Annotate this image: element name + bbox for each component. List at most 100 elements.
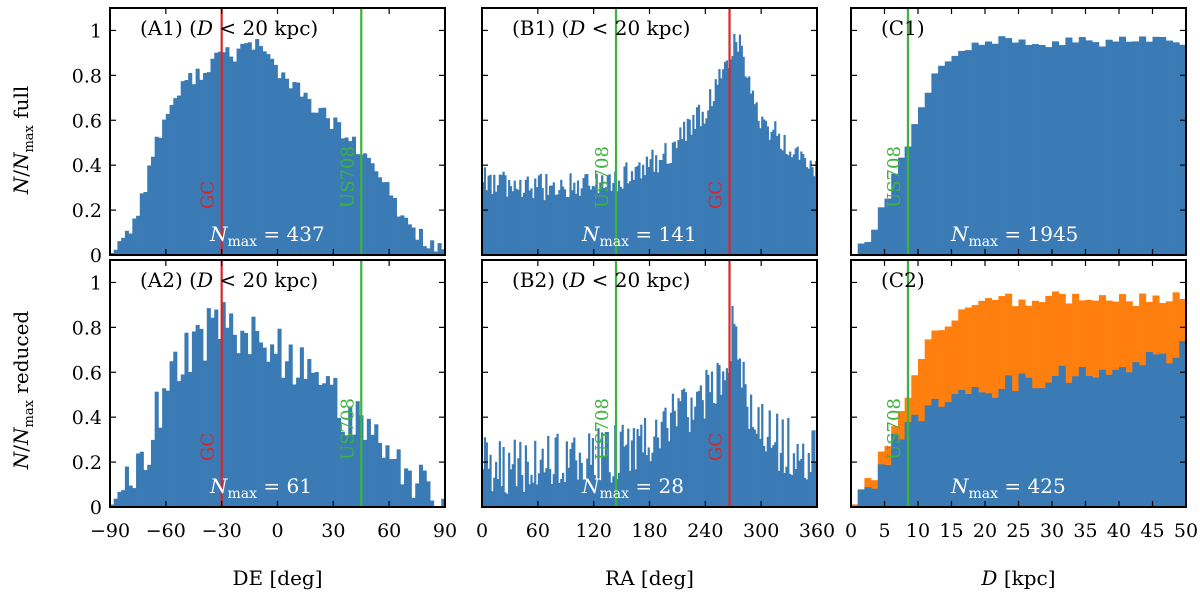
bar-full bbox=[563, 189, 567, 255]
bar-reduced bbox=[580, 462, 583, 507]
bar-full bbox=[809, 160, 812, 255]
bar-reduced bbox=[543, 472, 546, 507]
bar-full bbox=[645, 156, 648, 255]
x-tick-label: 15 bbox=[939, 520, 963, 542]
bar-full bbox=[709, 89, 712, 255]
bar-reduced bbox=[385, 445, 390, 507]
bar-reduced bbox=[710, 371, 714, 507]
bar-full bbox=[509, 186, 513, 255]
bar-reduced bbox=[550, 483, 554, 507]
bar-full bbox=[630, 171, 634, 255]
x-tick-label: 40 bbox=[1107, 520, 1131, 542]
bar-full bbox=[240, 43, 245, 255]
bar-reduced bbox=[225, 327, 230, 507]
panel-a1: GC US708 0 0.2 0.4 0.6 0.8 1 (A1) (D < 20 kpc) Nm… bbox=[72, 7, 446, 267]
bar-reduced bbox=[508, 452, 511, 507]
x-tick-label: −60 bbox=[146, 520, 186, 542]
bar-reduced bbox=[502, 446, 505, 507]
bar-reduced bbox=[794, 469, 797, 507]
x-tick-label: 0 bbox=[271, 520, 283, 542]
bar-reduced bbox=[113, 498, 118, 507]
bar-reduced bbox=[541, 448, 544, 507]
us708-label: US708 bbox=[337, 398, 358, 460]
bar-reduced bbox=[139, 451, 144, 507]
bar-reduced bbox=[781, 419, 784, 507]
bar-full bbox=[656, 172, 660, 255]
bar-full bbox=[1139, 36, 1147, 255]
bar-full bbox=[697, 104, 701, 255]
bar-reduced bbox=[270, 344, 275, 507]
bar-full bbox=[679, 127, 682, 255]
bar-full bbox=[696, 107, 699, 255]
bar-full bbox=[374, 171, 379, 255]
bar-reduced bbox=[692, 419, 695, 507]
bar-full bbox=[541, 188, 544, 255]
bar-full bbox=[619, 186, 622, 255]
bar-full bbox=[1179, 44, 1186, 255]
bar-reduced bbox=[188, 371, 193, 507]
bar-reduced bbox=[563, 482, 567, 507]
bar-reduced bbox=[232, 334, 237, 507]
bar-full bbox=[666, 163, 669, 255]
bar-reduced bbox=[318, 384, 323, 507]
bar-full bbox=[640, 178, 643, 255]
bar-full bbox=[526, 176, 529, 255]
bar-full bbox=[169, 104, 174, 255]
bar-reduced bbox=[610, 482, 613, 507]
bar-reduced bbox=[884, 464, 892, 507]
bar-reduced bbox=[649, 461, 652, 507]
bar-reduced bbox=[392, 458, 397, 507]
bar-reduced bbox=[807, 452, 810, 507]
y-tick-label: 0.2 bbox=[72, 452, 102, 474]
bar-reduced bbox=[537, 473, 541, 507]
bar-reduced bbox=[1172, 357, 1180, 507]
bar-reduced bbox=[121, 490, 126, 507]
x-tick-label: 5 bbox=[878, 520, 890, 542]
bar-reduced bbox=[779, 452, 782, 507]
x-tick-label: 25 bbox=[1006, 520, 1030, 542]
bar-reduced bbox=[787, 417, 790, 507]
bar-reduced bbox=[761, 404, 764, 507]
us708-label: US708 bbox=[592, 398, 613, 460]
bar-reduced bbox=[322, 383, 327, 507]
bar-reduced bbox=[789, 473, 792, 507]
bar-full bbox=[550, 185, 554, 255]
bar-reduced bbox=[1092, 377, 1100, 507]
bar-full bbox=[636, 165, 639, 255]
bar-full bbox=[703, 123, 706, 255]
bar-reduced bbox=[496, 479, 500, 507]
bar-full bbox=[1052, 41, 1060, 255]
bar-full bbox=[489, 174, 492, 255]
bar-reduced bbox=[809, 471, 812, 507]
bar-full bbox=[783, 134, 786, 255]
bar-full bbox=[299, 96, 304, 255]
bar-reduced bbox=[604, 431, 608, 507]
bar-full bbox=[575, 193, 578, 255]
bar-reduced bbox=[128, 485, 133, 507]
ylabel-top: N/Nmax full bbox=[9, 86, 37, 196]
bar-reduced bbox=[273, 353, 278, 507]
bar-reduced bbox=[430, 500, 435, 507]
bar-full bbox=[733, 33, 736, 255]
bar-reduced bbox=[777, 470, 781, 507]
bar-reduced bbox=[552, 474, 555, 507]
bar-full bbox=[225, 47, 230, 255]
bar-reduced bbox=[547, 435, 550, 507]
bar-reduced bbox=[647, 447, 650, 507]
bar-reduced bbox=[404, 468, 409, 507]
bar-reduced bbox=[864, 487, 872, 507]
bar-full bbox=[180, 81, 185, 255]
bar-full bbox=[143, 192, 148, 255]
bar-reduced bbox=[978, 392, 986, 507]
bar-reduced bbox=[333, 378, 338, 507]
bar-full bbox=[392, 197, 397, 255]
bar-reduced bbox=[763, 445, 766, 507]
bar-full bbox=[634, 167, 637, 255]
bar-reduced bbox=[1045, 382, 1053, 507]
bar-full bbox=[396, 216, 401, 255]
bar-full bbox=[400, 215, 405, 255]
x-tick-label: 60 bbox=[526, 520, 550, 542]
bar-full bbox=[803, 158, 807, 255]
bar-reduced bbox=[1078, 366, 1086, 507]
